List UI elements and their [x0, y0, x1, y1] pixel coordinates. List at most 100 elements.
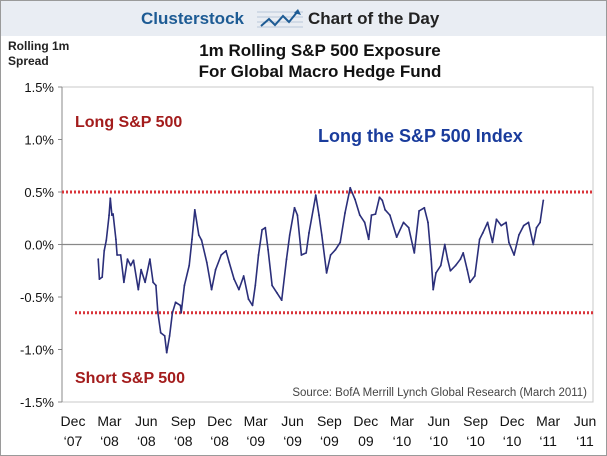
long-index-annotation: Long the S&P 500 Index	[318, 126, 523, 146]
data-point	[257, 254, 260, 256]
x-tick-label-month: Jun	[135, 413, 158, 429]
data-point	[449, 269, 452, 272]
x-tick-label-month: Dec	[500, 413, 525, 429]
data-point	[459, 258, 462, 261]
data-point	[110, 214, 113, 217]
data-point	[193, 208, 196, 211]
x-tick-label-year: ‘08	[100, 433, 119, 449]
long-sp500-annotation: Long S&P 500	[75, 114, 182, 131]
data-point	[152, 281, 155, 284]
data-point	[430, 258, 433, 261]
data-point	[163, 334, 166, 337]
data-point	[109, 197, 112, 200]
data-point	[418, 210, 421, 212]
data-point	[97, 258, 100, 261]
y-tick-label: 0.0%	[24, 238, 54, 253]
data-point	[228, 261, 231, 264]
data-point	[174, 301, 177, 304]
data-point	[165, 351, 168, 354]
x-tick-label-year: ‘08	[174, 433, 193, 449]
data-point	[296, 214, 299, 217]
data-point	[423, 206, 426, 209]
data-point	[220, 254, 223, 256]
x-tick-label-month: Dec	[207, 413, 232, 429]
data-point	[443, 243, 446, 246]
x-tick-label-year: ‘10	[429, 433, 448, 449]
data-point	[466, 268, 469, 271]
data-point	[308, 232, 310, 234]
x-tick-label-month: Mar	[244, 413, 268, 429]
data-point	[179, 304, 182, 307]
x-tick-label-month: Mar	[390, 413, 414, 429]
x-tick-label-month: Jun	[574, 413, 597, 429]
y-tick-label: 0.5%	[24, 185, 54, 200]
x-tick-label-year: ‘08	[137, 433, 156, 449]
y-axis-label-line: Spread	[8, 54, 49, 68]
data-point	[344, 212, 346, 214]
x-tick-label-year: ‘10	[466, 433, 485, 449]
data-point	[454, 264, 457, 267]
data-point	[129, 264, 132, 267]
data-point	[205, 261, 208, 264]
data-point	[532, 243, 535, 246]
source-note: Source: BofA Merrill Lynch Global Resear…	[292, 387, 587, 399]
x-tick-label-month: Jun	[281, 413, 304, 429]
data-point	[507, 241, 510, 244]
data-point	[137, 288, 140, 291]
data-point	[491, 241, 494, 244]
data-point	[395, 236, 398, 239]
data-point	[233, 278, 235, 281]
data-point	[481, 232, 484, 234]
data-point	[473, 275, 476, 277]
data-point	[384, 208, 386, 211]
data-point	[320, 234, 323, 236]
data-point	[432, 288, 435, 291]
data-point	[370, 214, 373, 217]
data-point	[105, 239, 108, 242]
x-tick-label-month: Mar	[536, 413, 560, 429]
data-point	[522, 224, 525, 227]
data-point	[517, 234, 520, 236]
data-point	[140, 268, 143, 271]
x-tick-label-month: Dec	[61, 413, 86, 429]
data-point	[122, 281, 125, 284]
data-point	[495, 218, 498, 221]
x-tick-label-year: ‘10	[393, 433, 412, 449]
series-line	[97, 187, 545, 354]
data-point	[191, 238, 193, 241]
data-point	[339, 241, 342, 244]
x-tick-label-month: Jun	[427, 413, 450, 429]
data-point	[98, 278, 101, 281]
data-point	[264, 226, 267, 229]
brand-name: Clusterstock	[141, 9, 244, 28]
y-tick-label: -0.5%	[20, 290, 54, 305]
data-point	[435, 271, 437, 274]
data-point	[314, 194, 317, 197]
data-point	[149, 258, 151, 261]
data-point	[374, 213, 377, 215]
data-point	[539, 221, 542, 224]
data-point	[242, 275, 245, 277]
data-point	[157, 311, 159, 314]
x-tick-label-year: ‘09	[320, 433, 339, 449]
data-point	[363, 221, 366, 224]
data-point	[155, 284, 157, 287]
data-point	[197, 234, 200, 236]
data-point	[542, 199, 545, 202]
data-point	[500, 224, 503, 227]
data-point	[171, 311, 174, 314]
data-point	[126, 258, 129, 261]
data-point	[402, 221, 405, 224]
data-point	[214, 268, 217, 271]
data-point	[354, 198, 356, 201]
x-tick-label-month: Sep	[171, 413, 196, 429]
data-point	[251, 304, 254, 307]
chart-title: 1m Rolling S&P 500 Exposure For Global M…	[140, 40, 500, 82]
data-point	[413, 252, 416, 254]
y-axis-label: Rolling 1m Spread	[8, 39, 69, 69]
data-point	[293, 206, 296, 209]
data-point	[261, 228, 263, 231]
data-point	[478, 238, 481, 241]
y-tick-label: -1.5%	[20, 395, 54, 410]
short-sp500-annotation: Short S&P 500	[75, 370, 185, 387]
